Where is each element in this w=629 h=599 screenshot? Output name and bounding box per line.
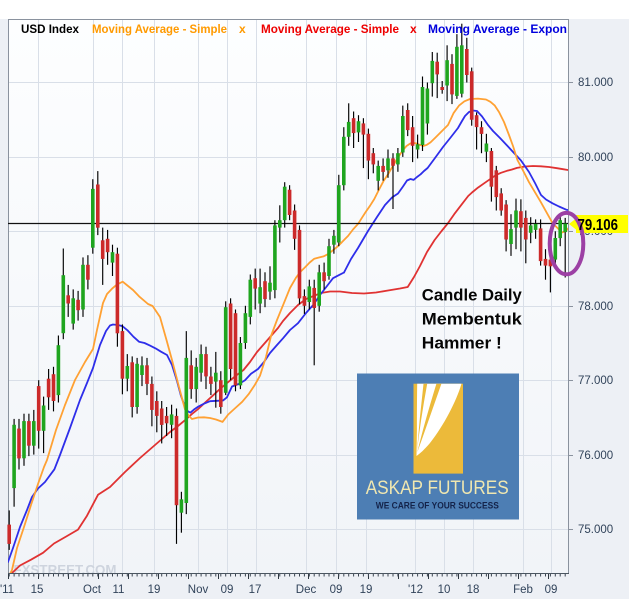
svg-text:ASKAP FUTURES: ASKAP FUTURES <box>366 478 509 499</box>
svg-text:79.106: 79.106 <box>578 217 619 234</box>
svg-text:76.000: 76.000 <box>578 450 613 462</box>
svg-text:Oct: Oct <box>83 584 102 596</box>
svg-text:09: 09 <box>330 584 343 596</box>
svg-text:19: 19 <box>360 584 373 596</box>
svg-text:15: 15 <box>31 584 44 596</box>
svg-text:Candle Daily: Candle Daily <box>422 286 523 305</box>
svg-text:09: 09 <box>545 584 558 596</box>
svg-text:Moving Average - Simple: Moving Average - Simple <box>261 22 399 36</box>
svg-text:19: 19 <box>148 584 161 596</box>
svg-text:Membentuk: Membentuk <box>422 310 523 329</box>
svg-text:USD Index: USD Index <box>21 22 79 36</box>
svg-text:'11: '11 <box>0 584 14 596</box>
svg-text:17: 17 <box>249 584 262 596</box>
svg-text:80.000: 80.000 <box>578 152 613 164</box>
svg-text:Feb: Feb <box>513 584 533 596</box>
svg-text:78.000: 78.000 <box>578 301 613 313</box>
svg-text:Moving Average - Expon: Moving Average - Expon <box>428 22 567 36</box>
svg-text:09: 09 <box>221 584 234 596</box>
svg-text:x: x <box>239 22 246 36</box>
svg-text:11: 11 <box>113 584 125 596</box>
svg-text:Hammer !: Hammer ! <box>422 334 502 353</box>
svg-text:18: 18 <box>467 584 480 596</box>
svg-text:75.000: 75.000 <box>578 524 613 536</box>
svg-text:Nov: Nov <box>188 584 209 596</box>
svg-text:x: x <box>410 22 417 36</box>
svg-text:10: 10 <box>438 584 451 596</box>
svg-text:WE CARE OF YOUR SUCCESS: WE CARE OF YOUR SUCCESS <box>376 501 499 511</box>
svg-text:'12: '12 <box>408 584 423 596</box>
svg-text:Moving Average - Simple: Moving Average - Simple <box>92 22 227 36</box>
svg-text:77.000: 77.000 <box>578 375 613 387</box>
svg-text:81.000: 81.000 <box>578 77 613 89</box>
svg-text:Dec: Dec <box>296 584 317 596</box>
